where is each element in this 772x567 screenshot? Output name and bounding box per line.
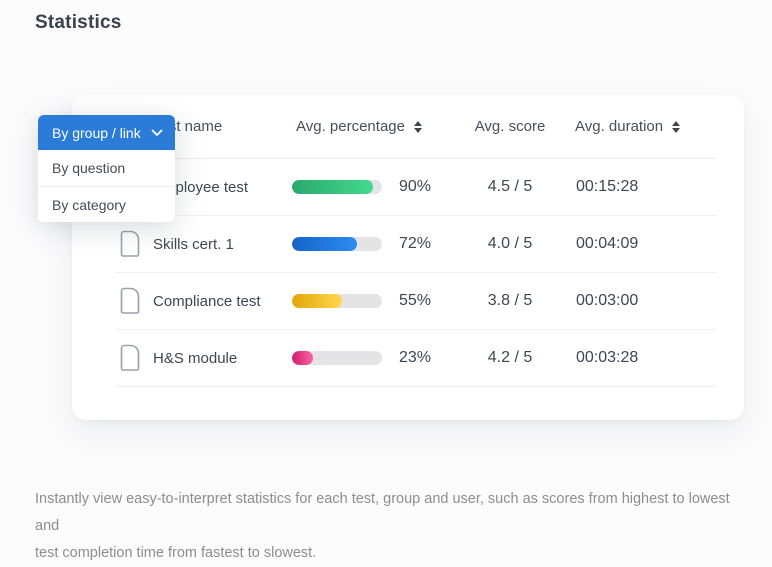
progress-bar xyxy=(292,237,382,251)
progress-fill xyxy=(292,180,373,194)
progress-fill xyxy=(292,351,313,365)
table-row: H&S module 23% 4.2 / 5 00:03:28 xyxy=(116,330,716,387)
dropdown-selected-label: By group / link xyxy=(52,124,141,141)
test-name-cell: Compliance test xyxy=(116,287,290,315)
table-header-row: Test name Avg. percentage Avg. score Avg… xyxy=(116,95,716,159)
dropdown-menu: By question By category xyxy=(38,150,175,222)
description-text: Instantly view easy-to-interpret statist… xyxy=(35,486,747,567)
duration-value: 00:03:28 xyxy=(576,349,639,366)
sort-icon[interactable] xyxy=(672,120,681,133)
dropdown-toggle-button[interactable]: By group / link xyxy=(38,115,175,150)
table-body: Employee test 90% 4.5 / 5 00:15:28 Skill… xyxy=(72,159,744,387)
progress-fill xyxy=(292,237,357,251)
percentage-cell: 55% xyxy=(290,292,455,310)
percentage-value: 90% xyxy=(399,178,432,195)
progress-bar xyxy=(292,180,382,194)
description-line: test completion time from fastest to slo… xyxy=(35,545,317,561)
group-filter-dropdown: By group / link By question By category xyxy=(38,115,175,222)
percentage-value: 72% xyxy=(399,235,432,252)
percentage-cell: 72% xyxy=(290,235,455,253)
progress-fill xyxy=(292,294,342,308)
document-icon xyxy=(118,344,140,372)
duration-value: 00:15:28 xyxy=(576,178,639,195)
column-header-avg-score: Avg. score xyxy=(455,118,565,135)
score-value: 4.2 / 5 xyxy=(487,349,533,366)
column-header-avg-percentage[interactable]: Avg. percentage xyxy=(290,118,455,135)
statistics-card: Test name Avg. percentage Avg. score Avg… xyxy=(72,95,744,420)
document-icon xyxy=(118,287,140,315)
percentage-cell: 90% xyxy=(290,178,455,196)
dropdown-option[interactable]: By category xyxy=(38,186,175,222)
column-header-avg-duration[interactable]: Avg. duration xyxy=(565,118,705,135)
table-row: Skills cert. 1 72% 4.0 / 5 00:04:09 xyxy=(116,216,716,273)
progress-bar xyxy=(292,351,382,365)
progress-bar xyxy=(292,294,382,308)
description-line: Instantly view easy-to-interpret statist… xyxy=(35,491,730,534)
sort-icon[interactable] xyxy=(413,120,422,133)
column-label: Avg. duration xyxy=(575,118,664,135)
document-icon xyxy=(118,230,140,258)
table-row: Compliance test 55% 3.8 / 5 00:03:00 xyxy=(116,273,716,330)
column-label: Avg. percentage xyxy=(296,118,405,135)
score-value: 4.0 / 5 xyxy=(487,235,533,252)
test-name: Skills cert. 1 xyxy=(153,235,234,253)
duration-value: 00:03:00 xyxy=(576,292,639,309)
score-value: 4.5 / 5 xyxy=(487,178,533,195)
duration-value: 00:04:09 xyxy=(576,235,639,252)
test-name: Employee test xyxy=(153,178,249,196)
test-name-cell: H&S module xyxy=(116,344,290,372)
test-name: H&S module xyxy=(153,349,238,367)
test-name: Compliance test xyxy=(153,292,261,310)
page-title: Statistics xyxy=(35,12,122,33)
chevron-down-icon xyxy=(151,129,163,137)
percentage-value: 23% xyxy=(399,349,432,366)
percentage-value: 55% xyxy=(399,292,432,309)
percentage-cell: 23% xyxy=(290,349,455,367)
column-label: Avg. score xyxy=(474,118,546,135)
dropdown-option[interactable]: By question xyxy=(52,160,126,176)
score-value: 3.8 / 5 xyxy=(487,292,533,309)
table-row: Employee test 90% 4.5 / 5 00:15:28 xyxy=(116,159,716,216)
test-name-cell: Skills cert. 1 xyxy=(116,230,290,258)
